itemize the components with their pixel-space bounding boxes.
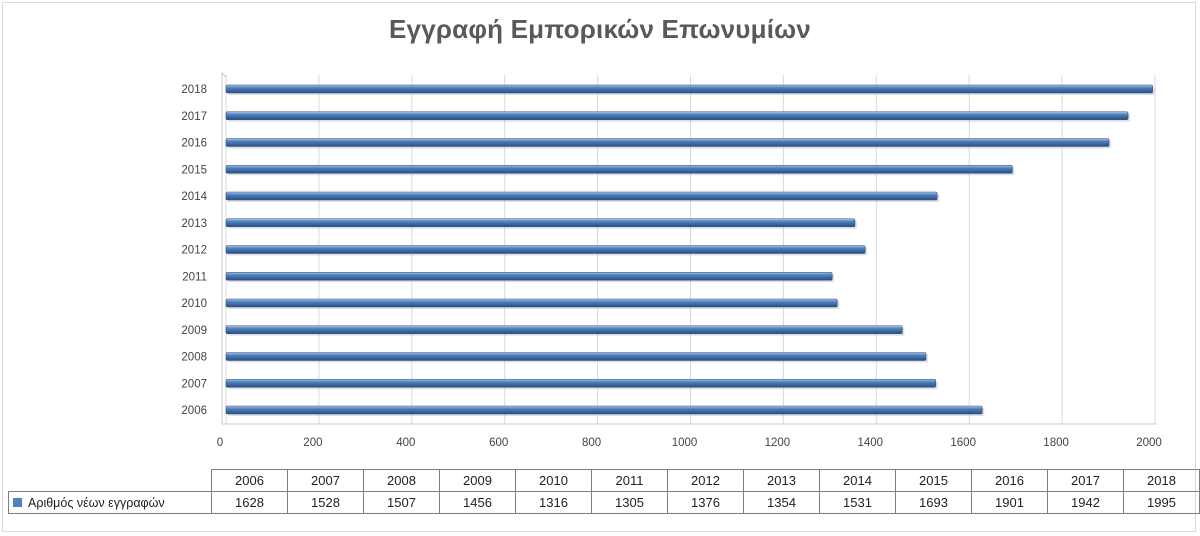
data-table-year-cell: 2009: [439, 469, 516, 492]
x-tick-label: 1200: [765, 437, 791, 449]
y-tick-label: 2015: [181, 164, 207, 176]
data-table-value-cell: 1305: [591, 491, 668, 514]
data-table-value-cell: 1456: [439, 491, 516, 514]
data-table-value-cell: 1628: [211, 491, 288, 514]
x-tick-label: 0: [217, 437, 223, 449]
data-table-values-row: Αριθμός νέων εγγραφών 1628 1528 1507 1456 13…: [8, 491, 1200, 514]
y-tick-label: 2011: [182, 271, 207, 283]
data-table-value-cell: 1995: [1123, 491, 1200, 514]
x-tick-label: 200: [303, 437, 322, 449]
bar: [225, 325, 903, 335]
legend-swatch: [13, 497, 22, 507]
data-table: 2006 2007 2008 2009 2010 2011 2012 2013 2014 2015…: [8, 469, 1200, 514]
data-table-year-cell: 2008: [363, 469, 440, 492]
data-table-value-cell: 1507: [363, 491, 440, 514]
y-tick-label: 2018: [181, 84, 207, 96]
data-table-value-cell: 1316: [515, 491, 592, 514]
bar: [225, 352, 927, 361]
data-table-year-cell: 2011: [591, 469, 668, 492]
bar: [225, 271, 833, 281]
x-tick-label: 1000: [672, 437, 698, 449]
x-tick-label: 600: [489, 437, 508, 449]
data-table-year-cell: 2012: [667, 469, 744, 492]
data-table-year-cell: 2018: [1123, 469, 1200, 492]
y-tick-label: 2009: [181, 325, 207, 337]
y-tick-label: 2017: [181, 111, 207, 123]
bar: [225, 245, 866, 254]
bar: [225, 378, 937, 388]
chart-title: Εγγραφή Εμπορικών Επωνυμίων: [389, 14, 811, 44]
data-table-value-cell: 1531: [819, 491, 896, 514]
data-table-value-cell: 1693: [895, 491, 972, 514]
data-table-value-cell: 1376: [667, 491, 744, 514]
bar: [225, 164, 1013, 174]
bar: [225, 191, 938, 201]
data-table-year-cell: 2014: [819, 469, 896, 492]
bar: [225, 111, 1129, 121]
y-tick-label: 2008: [181, 352, 207, 364]
data-table-year-cell: 2013: [743, 469, 820, 492]
legend-label: Αριθμός νέων εγγραφών: [28, 495, 165, 510]
bar: [225, 84, 1153, 94]
data-table-year-cell: 2010: [515, 469, 592, 492]
bar: [225, 218, 856, 228]
data-table-year-cell: 2015: [895, 469, 972, 492]
y-tick-label: 2012: [181, 245, 207, 257]
data-table-year-cell: 2016: [971, 469, 1048, 492]
x-tick-label: 2000: [1136, 437, 1162, 449]
data-table-year-cell: 2017: [1047, 469, 1124, 492]
data-table-year-cell: 2006: [211, 469, 288, 492]
data-table-value-cell: 1354: [743, 491, 820, 514]
y-tick-label: 2014: [181, 191, 207, 203]
bar: [225, 298, 838, 308]
y-tick-label: 2010: [181, 298, 207, 310]
x-tick-label: 400: [396, 437, 415, 449]
x-tick-label: 1600: [950, 437, 976, 449]
plot-side-wall: [221, 71, 227, 424]
y-tick-label: 2006: [181, 405, 207, 417]
x-tick-label: 1800: [1043, 437, 1069, 449]
data-table-value-cell: 1528: [287, 491, 364, 514]
y-tick-label: 2007: [181, 378, 207, 390]
legend-entry: Αριθμός νέων εγγραφών: [8, 491, 212, 514]
data-table-header-row: 2006 2007 2008 2009 2010 2011 2012 2013 2014 2015…: [8, 469, 1200, 492]
y-tick-label: 2016: [181, 138, 207, 150]
x-tick-label: 1400: [858, 437, 884, 449]
bar: [225, 405, 983, 415]
data-table-value-cell: 1901: [971, 491, 1048, 514]
data-table-corner: [8, 469, 212, 492]
y-tick-label: 2013: [181, 218, 207, 230]
data-table-year-cell: 2007: [287, 469, 364, 492]
data-table-value-cell: 1942: [1047, 491, 1124, 514]
bar: [225, 138, 1110, 147]
x-tick-label: 800: [582, 437, 601, 449]
